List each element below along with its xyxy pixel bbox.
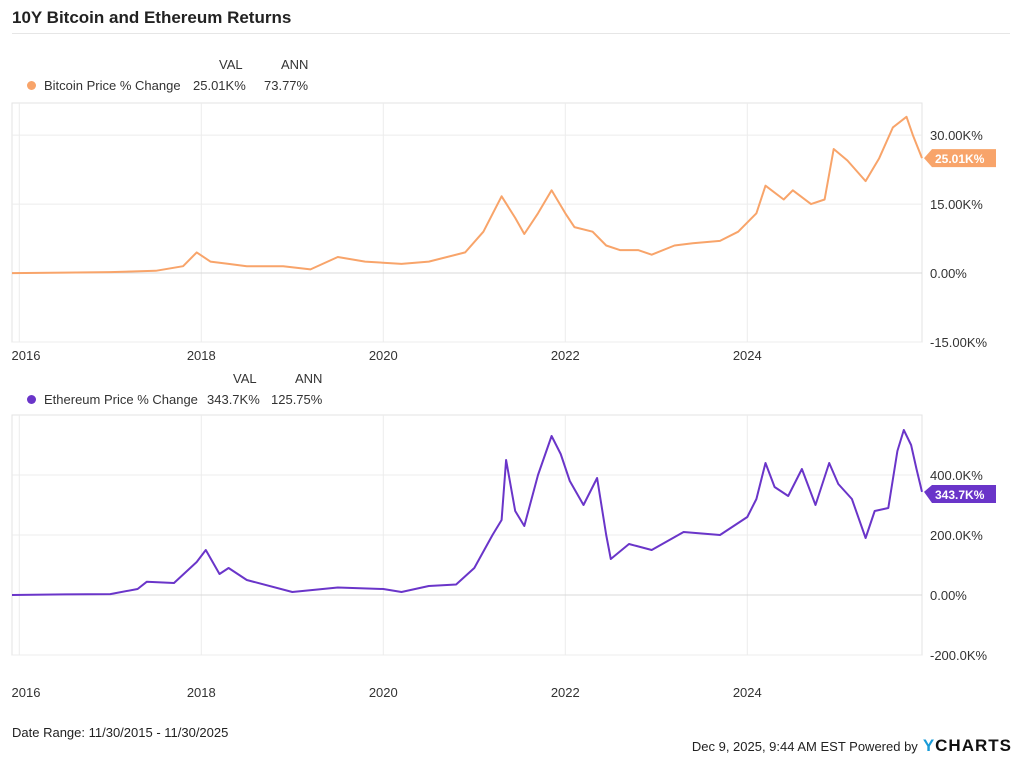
y-tick-label: -15.00K% [930,335,988,350]
x-tick-label: 2024 [733,685,762,700]
legend-val: 25.01K% [193,78,246,93]
legend-ann-header: ANN [295,371,323,386]
timestamp: Dec 9, 2025, 9:44 AM EST Powered by [691,739,918,754]
legend-ann: 73.77% [264,78,309,93]
y-tick-label: 0.00% [930,588,967,603]
ethereum-dot-icon [27,395,36,404]
legend-ann: 125.75% [271,392,323,407]
y-tick-label: 200.0K% [930,528,983,543]
legend-ann-header: ANN [281,57,309,72]
x-tick-label: 2018 [187,685,216,700]
page-title: 10Y Bitcoin and Ethereum Returns [12,8,292,27]
last-value-label: 25.01K% [935,152,985,166]
series-line-ethereum [11,429,923,596]
x-tick-label: 2020 [369,685,398,700]
x-tick-label: 2018 [187,348,216,363]
y-tick-label: 30.00K% [930,128,983,143]
last-value-flag [924,149,996,168]
footer-right: Dec 9, 2025, 9:44 AM EST Powered by YCHA… [692,736,1012,756]
legend-item-ethereum[interactable]: Ethereum Price % Change [27,392,198,407]
date-range: Date Range: 11/30/2015 - 11/30/2025 [12,725,229,740]
y-tick-label: 400.0K% [930,468,983,483]
legend-val: 343.7K% [207,392,260,407]
y-tick-label: 15.00K% [930,197,983,212]
bitcoin-dot-icon [27,81,36,90]
legend-val-header: VAL [219,57,243,72]
x-tick-label: 2016 [12,685,41,700]
x-tick-label: 2020 [369,348,398,363]
ycharts-logo[interactable]: YCHARTS [922,736,1012,755]
last-value-flag [924,485,996,503]
legend-series-name: Bitcoin Price % Change [44,78,181,93]
x-tick-label: 2022 [551,685,580,700]
legend-val-header: VAL [233,371,257,386]
plot-area [11,102,923,343]
x-tick-label: 2016 [12,348,41,363]
y-tick-label: -200.0K% [930,648,988,663]
x-tick-label: 2022 [551,348,580,363]
series-line-bitcoin [11,115,923,275]
legend-item-bitcoin[interactable]: Bitcoin Price % Change [27,78,181,93]
last-value-label: 343.7K% [935,488,985,502]
title-divider [12,33,1010,34]
y-tick-label: 0.00% [930,266,967,281]
legend-series-name: Ethereum Price % Change [44,392,198,407]
x-tick-label: 2024 [733,348,762,363]
